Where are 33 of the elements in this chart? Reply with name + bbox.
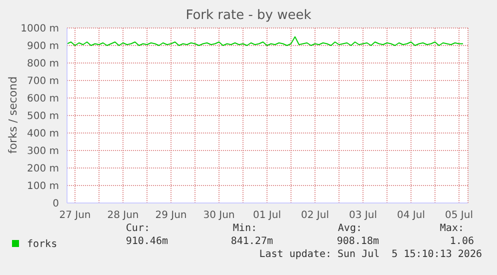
x-tick-label: 03 Jul (349, 210, 377, 222)
legend-label: forks (26, 239, 58, 250)
text: 910.46m (126, 236, 168, 247)
y-tick-label: 700 m (26, 76, 59, 88)
text: Last update: Sun Jul 5 15:10:13 2026 (259, 249, 482, 260)
y-tick-label: 800 m (26, 58, 59, 70)
x-tick-label: 30 Jun (203, 210, 235, 222)
y-tick-label: 900 m (26, 41, 59, 52)
text: Min: (232, 223, 257, 234)
text: 1.06 (450, 236, 474, 247)
text: Cur: (126, 223, 150, 234)
chart-title: Fork rate - by week (184, 8, 312, 23)
line-series (67, 36, 464, 46)
x-tick-label: 02 Jul (301, 210, 329, 222)
y-tick-label: 0 (52, 198, 59, 210)
x-tick-label: 04 Jul (397, 210, 425, 222)
text: 908.18m (336, 236, 379, 247)
y-tick-label: 1000 m (20, 24, 59, 35)
y-tick-label: 500 m (26, 111, 59, 122)
x-tick-label: 29 Jun (155, 210, 187, 222)
y-tick-label: 200 m (26, 164, 59, 175)
y-axis-title: forks / second (6, 76, 20, 154)
x-tick-label: 05 Jul (445, 210, 473, 222)
y-tick-label: 100 m (26, 181, 59, 192)
x-tick-label: 01 Jul (253, 210, 281, 222)
text: Avg: (338, 223, 362, 234)
x-tick-label: 27 Jun (59, 210, 91, 222)
y-tick-label: 600 m (26, 94, 59, 105)
text: Max: (440, 223, 464, 234)
x-tick-label: 28 Jun (107, 210, 139, 222)
y-tick-label: 400 m (26, 128, 59, 140)
y-tick-label: 300 m (26, 146, 59, 158)
text: 841.27m (230, 236, 273, 247)
